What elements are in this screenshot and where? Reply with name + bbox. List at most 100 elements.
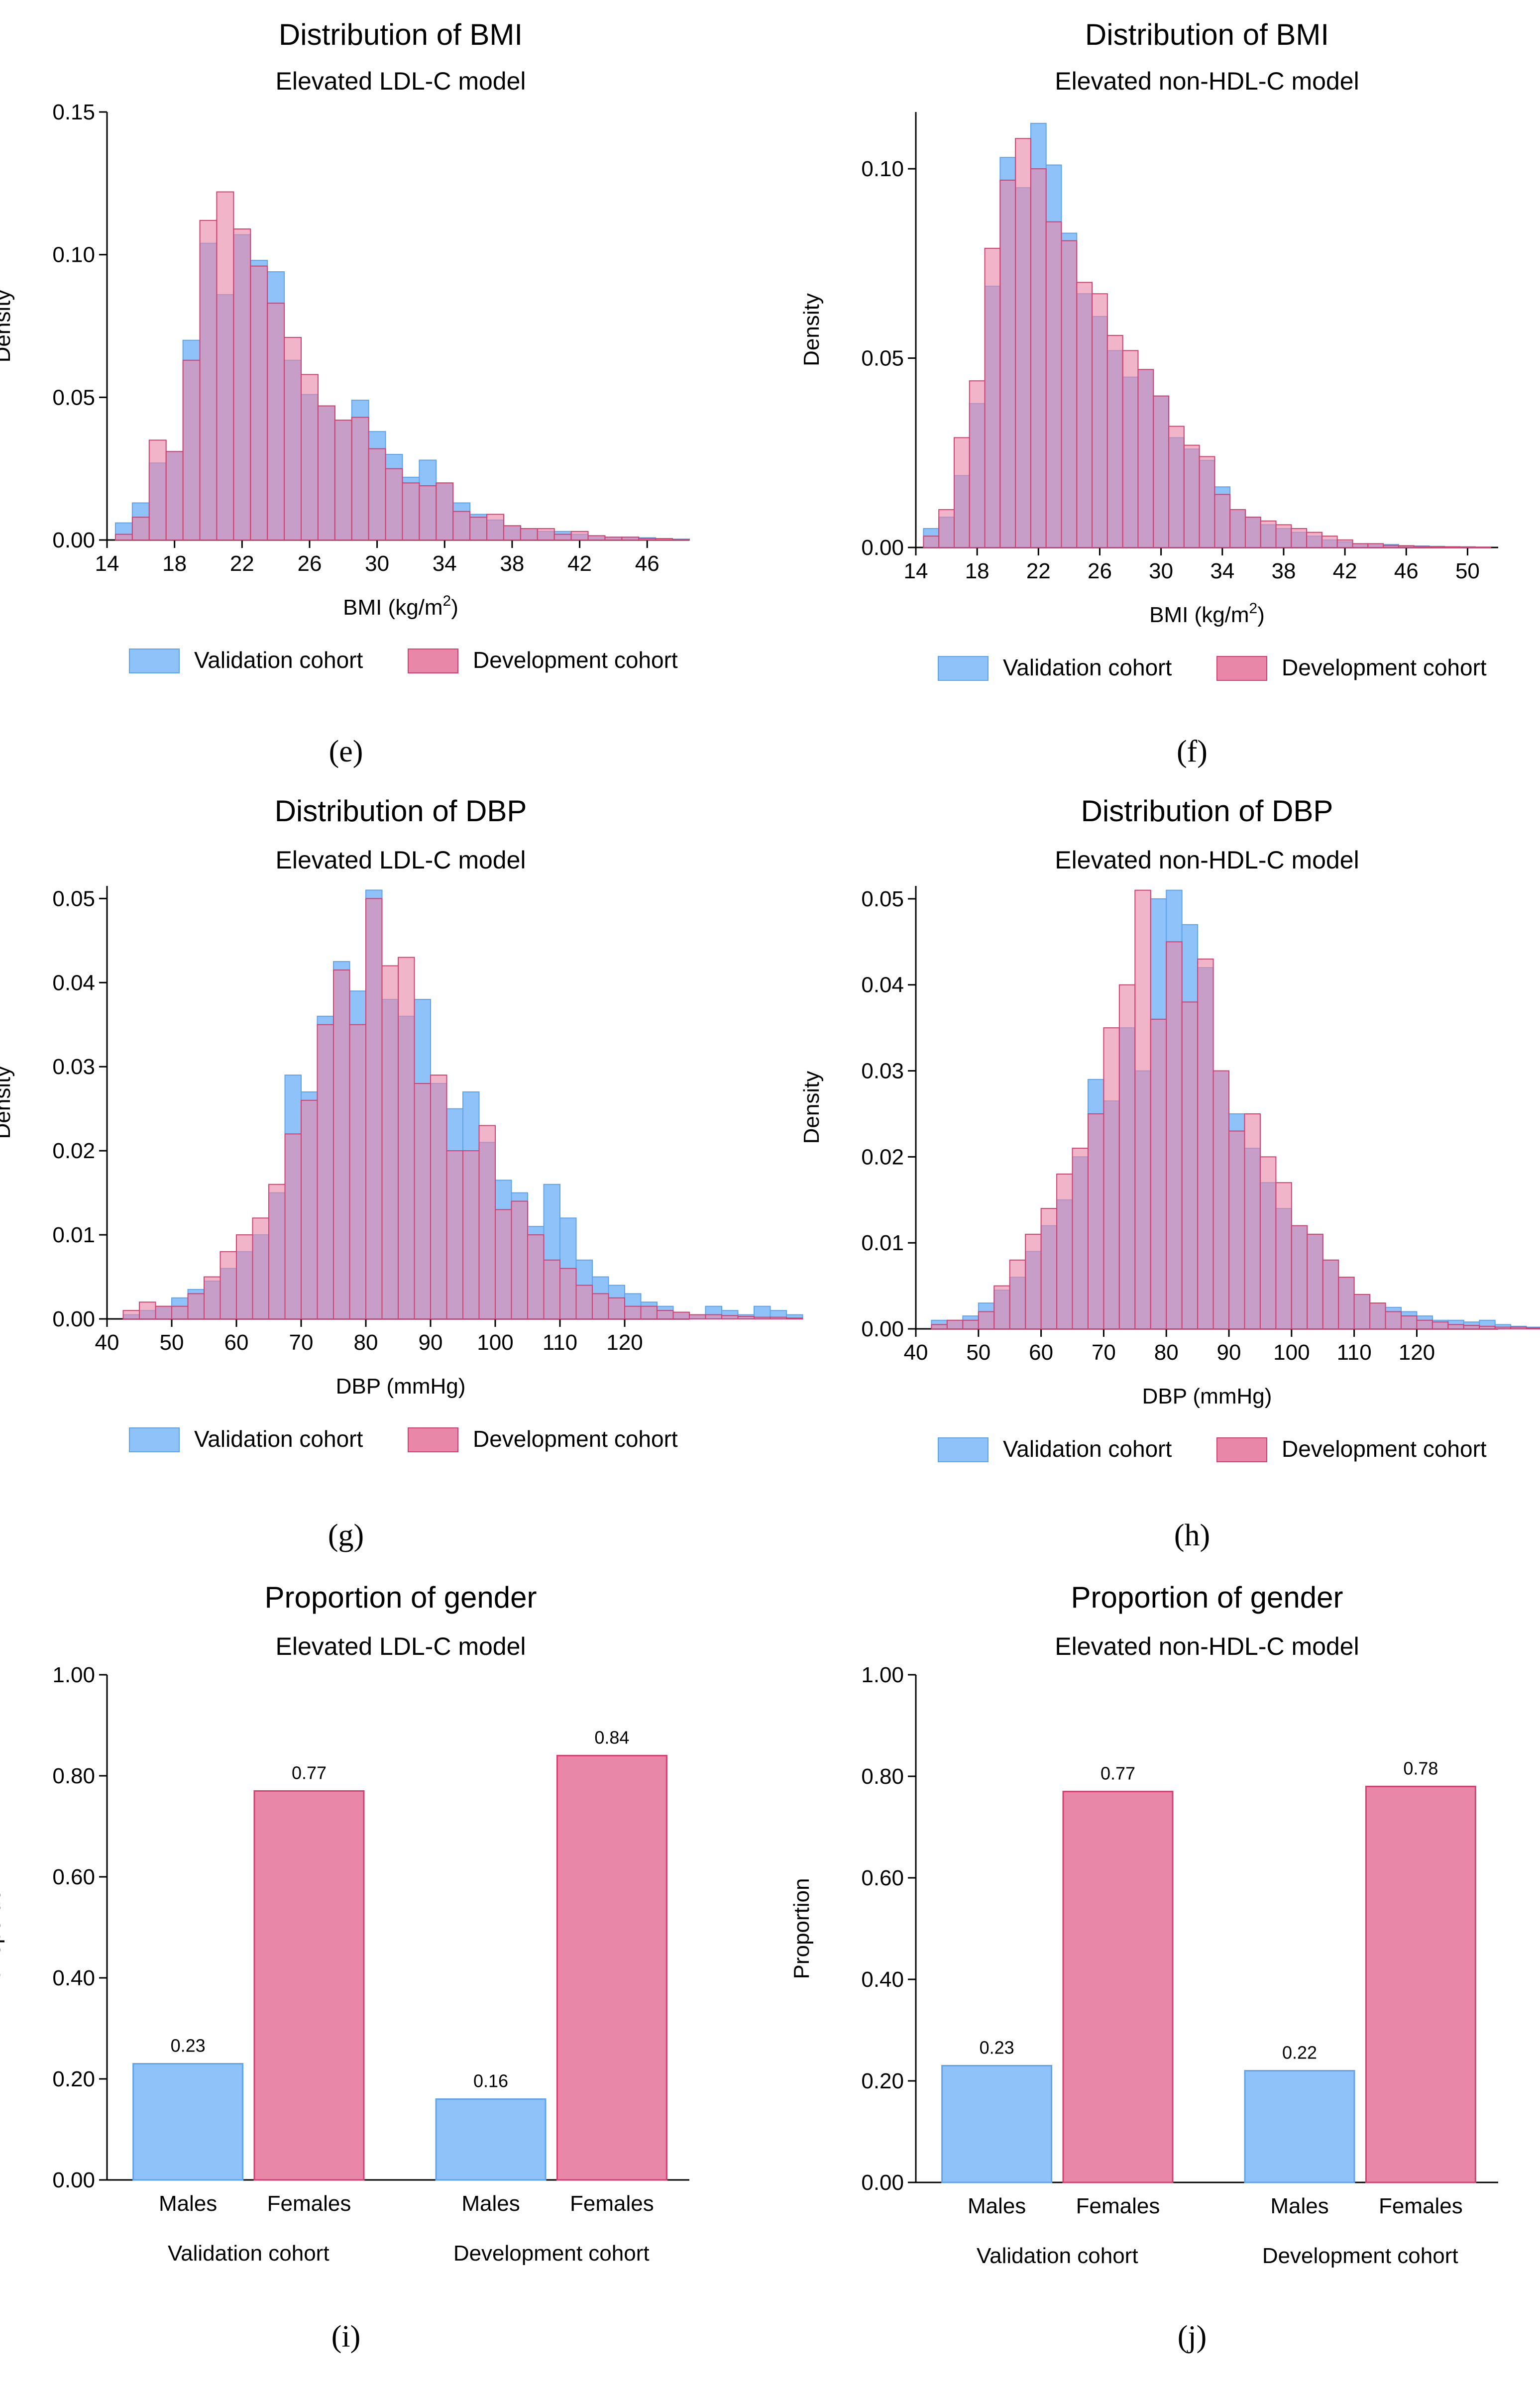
legend-swatch-validation — [938, 656, 989, 681]
hist-bar-development — [284, 1133, 302, 1320]
x-group-label: Development cohort — [1262, 2244, 1458, 2268]
x-category-label: Females — [267, 2191, 351, 2216]
x-tick-label: 70 — [1092, 1340, 1116, 1365]
hist-bar-development — [543, 1259, 560, 1319]
x-tick-label: 120 — [1399, 1340, 1435, 1365]
hist-bar-development — [1134, 889, 1151, 1329]
y-axis-label: Density — [799, 293, 824, 366]
hist-bar-development — [368, 448, 386, 541]
legend-label-development: Development cohort — [1282, 654, 1487, 680]
y-tick-label: 0.40 — [861, 1967, 904, 1992]
hist-bar-development — [114, 534, 133, 541]
hist-bar-development — [365, 898, 383, 1320]
hist-bar-development — [236, 1234, 253, 1319]
x-tick-label: 42 — [1333, 559, 1357, 583]
x-tick-label: 90 — [1217, 1340, 1241, 1365]
x-tick-label: 90 — [419, 1330, 443, 1355]
bar-validation-females — [1062, 1791, 1174, 2183]
hist-bar-development — [430, 1075, 447, 1320]
hist-bar-development — [301, 374, 319, 541]
hist-bar-development — [1122, 350, 1139, 548]
hist-bar-development — [1150, 1018, 1167, 1330]
bar-development-males — [435, 2098, 547, 2181]
hist-bar-development — [381, 965, 399, 1320]
hist-bar-development — [570, 531, 589, 541]
hist-bar-development — [1214, 494, 1231, 548]
chart-title: Distribution of DBP — [1081, 794, 1333, 828]
hist-bar-development — [657, 1310, 674, 1319]
hist-bar-development — [1009, 1259, 1026, 1329]
x-tick-label: 26 — [1088, 559, 1112, 583]
hist-bar-development — [1321, 536, 1338, 548]
x-axis-label-text: BMI (kg/m — [343, 595, 442, 620]
y-tick-label: 1.00 — [52, 1663, 95, 1687]
chart-subtitle: Elevated non-HDL-C model — [1055, 846, 1359, 874]
panel-i: Proportion of gender Elevated LDL-C model… — [0, 1581, 689, 2354]
hist-bar-development — [1338, 1277, 1355, 1330]
hist-bar-development — [953, 437, 970, 548]
hist-bar-development — [452, 511, 471, 541]
y-axis-label: Density — [0, 1066, 15, 1139]
hist-bar-development — [1336, 539, 1353, 548]
hist-bar-development — [1183, 444, 1200, 548]
hist-bar-development — [1353, 1294, 1371, 1329]
hist-bar-development — [1118, 984, 1136, 1330]
y-tick-label: 0.05 — [861, 346, 904, 371]
y-tick-label: 0.01 — [52, 1223, 95, 1247]
hist-bar-development — [655, 538, 673, 541]
y-tick-label: 0.05 — [52, 886, 95, 911]
x-category-label: Males — [968, 2194, 1026, 2218]
hist-bar-development — [268, 1184, 286, 1319]
hist-bar-development — [1291, 1225, 1308, 1329]
hist-bar-development — [1444, 546, 1461, 548]
hist-bar-development — [1275, 1182, 1292, 1330]
hist-bar-development — [1087, 1113, 1104, 1330]
hist-bar-development — [204, 1276, 221, 1319]
y-tick-label: 0.15 — [52, 100, 95, 124]
x-tick-label: 100 — [477, 1330, 513, 1355]
hist-bar-development — [1244, 517, 1261, 548]
hist-bar-development — [1025, 1233, 1042, 1329]
y-axis-label: Density — [0, 290, 15, 363]
hist-bar-development — [938, 509, 955, 548]
chart-subtitle: Elevated LDL-C model — [275, 67, 526, 95]
hist-bar-development — [1103, 1027, 1120, 1330]
hist-bar-development — [351, 417, 369, 541]
y-tick-label: 0.03 — [52, 1055, 95, 1079]
hist-bar-development — [131, 517, 150, 541]
hist-bar-development — [1401, 1315, 1418, 1329]
x-tick-label: 38 — [500, 551, 524, 576]
y-tick-label: 0.00 — [52, 1307, 95, 1331]
bar-development-females — [1365, 1785, 1476, 2183]
hist-bar-development — [250, 265, 268, 541]
panel-g: Distribution of DBP Elevated LDL-C model 0… — [0, 794, 803, 1552]
hist-bar-development — [638, 538, 657, 541]
chart-title: Distribution of BMI — [1085, 18, 1329, 51]
hist-bar-development — [1431, 1321, 1449, 1330]
bar-value-label: 0.16 — [473, 2071, 508, 2091]
hist-bar-development — [301, 1099, 318, 1319]
hist-bar-development — [1260, 520, 1277, 548]
hist-bar-development — [946, 1319, 964, 1330]
chart-subtitle: Elevated LDL-C model — [275, 846, 526, 874]
hist-bar-development — [608, 1297, 625, 1320]
panel-label: (g) — [328, 1518, 364, 1552]
hist-bar-development — [1398, 545, 1415, 548]
chart-subtitle: Elevated non-HDL-C model — [1055, 1632, 1359, 1660]
hist-bar-development — [1181, 1001, 1199, 1330]
bar-development-females — [556, 1754, 667, 2181]
legend-swatch-development — [1216, 656, 1267, 681]
bar-development-males — [1244, 2070, 1355, 2183]
x-axis-label-sup: 2 — [443, 593, 451, 609]
chart-title: Proportion of gender — [1071, 1581, 1343, 1614]
hist-bar-development — [414, 1083, 431, 1319]
hist-bar-development — [1212, 1070, 1230, 1330]
hist-bar-development — [1352, 543, 1369, 548]
hist-bar-development — [155, 1305, 172, 1319]
hist-bar-development — [1416, 1319, 1433, 1330]
x-category-label: Males — [159, 2191, 217, 2216]
panel-j: Proportion of gender Elevated non-HDL-C m… — [789, 1581, 1498, 2354]
hist-bar-development — [1291, 528, 1308, 548]
hist-bar-development — [1092, 293, 1108, 548]
